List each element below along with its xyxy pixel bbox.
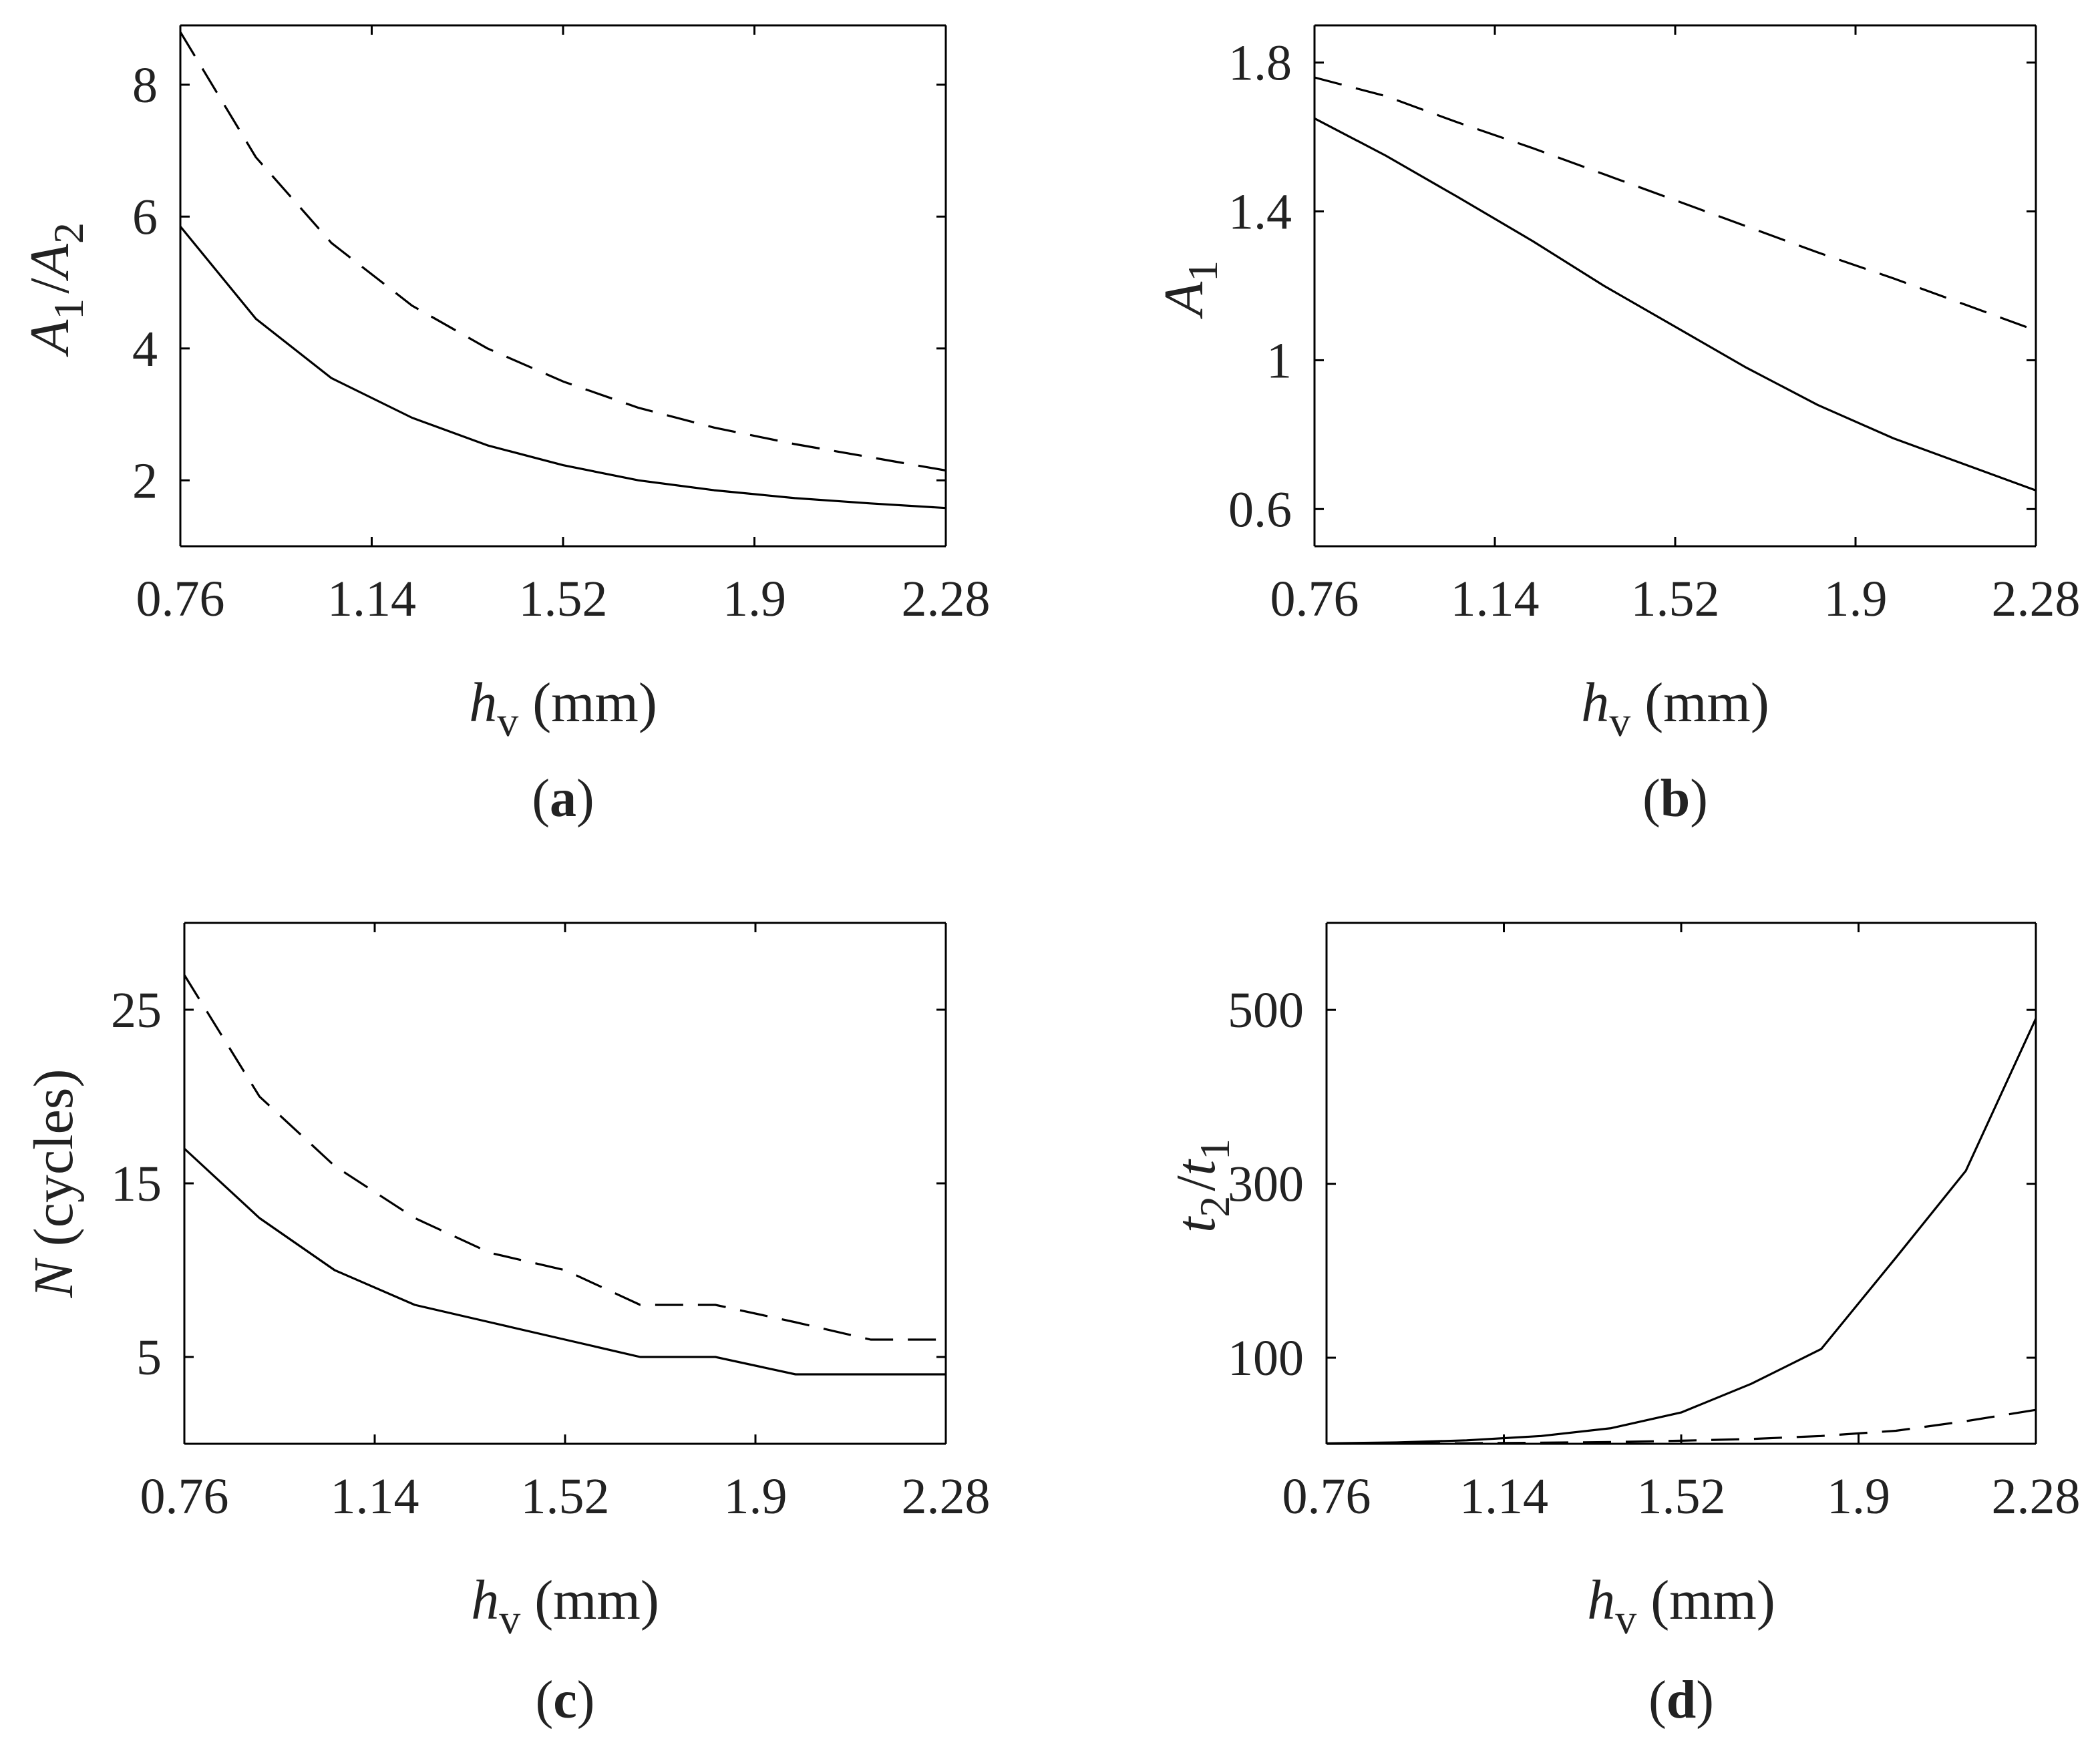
x-tick-label: 1.9	[723, 571, 786, 627]
y-tick-label: 2	[132, 453, 158, 509]
x-tick-label: 1.9	[1824, 571, 1888, 627]
y-tick-label: 5	[136, 1330, 162, 1386]
y-tick-label: 1.4	[1228, 184, 1292, 240]
panel-label: (a)	[532, 769, 594, 828]
panel-c: 0.76 1.14 1.52 1.9 2.28 5 15 25 hv (mm) N (cycles…	[23, 922, 991, 1730]
x-tick-label: 1.9	[724, 1468, 787, 1525]
panel-a: 0.76 1.14 1.52 1.9 2.28 2 4 6 8 hv (mm) A1 /A2 (a)	[19, 24, 991, 828]
x-tick-label: 1.52	[1637, 1468, 1726, 1525]
y-tick-label: 8	[132, 57, 158, 114]
y-tick-label: 4	[132, 321, 158, 377]
x-tick-label: 0.76	[1270, 571, 1359, 627]
y-tick-label: 100	[1228, 1330, 1304, 1386]
x-tick-label: 1.9	[1827, 1468, 1890, 1525]
panel-b: 0.76 1.14 1.52 1.9 2.28 0.6 1 1.4 1.8 hv (mm) A1 (…	[1153, 24, 2081, 828]
series-line-dashed	[179, 31, 946, 472]
x-axis-label: hv (mm)	[471, 1569, 659, 1643]
x-tick-label: 1.52	[1631, 571, 1720, 627]
x-tick-label: 0.76	[136, 571, 225, 627]
y-axis-label: A1	[1153, 256, 1226, 319]
panel-label: (d)	[1648, 1671, 1714, 1730]
panel-label: (c)	[536, 1671, 595, 1730]
y-tick-label: 1	[1266, 333, 1292, 389]
y-axis-label: t2 /t1	[1165, 1134, 1238, 1233]
x-tick-label: 1.14	[331, 1468, 419, 1525]
x-tick-label: 2.28	[902, 571, 991, 627]
y-tick-label: 300	[1228, 1157, 1304, 1213]
x-tick-label: 2.28	[1992, 571, 2081, 627]
y-tick-label: 0.6	[1228, 481, 1292, 538]
y-tick-label: 6	[132, 189, 158, 245]
series-line-dashed	[1326, 1408, 2037, 1445]
x-tick-label: 0.76	[140, 1468, 229, 1525]
y-tick-label: 15	[111, 1156, 162, 1212]
x-tick-label: 1.14	[1451, 571, 1540, 627]
series-line-solid	[1326, 1018, 2037, 1444]
y-tick-label: 500	[1228, 982, 1304, 1038]
x-tick-label: 1.14	[327, 571, 416, 627]
x-axis-label: hv (mm)	[1581, 672, 1769, 745]
x-tick-label: 0.76	[1282, 1468, 1371, 1525]
series-line-solid	[183, 1147, 946, 1376]
y-tick-label: 1.8	[1228, 35, 1292, 91]
panel-label: (b)	[1642, 769, 1708, 828]
x-axis-label: hv (mm)	[1587, 1569, 1775, 1643]
x-tick-label: 1.52	[519, 571, 608, 627]
x-tick-label: 1.52	[521, 1468, 610, 1525]
series-line-solid	[1314, 117, 2037, 492]
y-axis-label: A1 /A2	[19, 218, 92, 357]
x-axis-label: hv (mm)	[469, 672, 657, 745]
y-tick-label: 25	[111, 982, 162, 1038]
x-tick-label: 1.14	[1459, 1468, 1548, 1525]
x-tick-label: 2.28	[1992, 1468, 2081, 1525]
panel-d: 0.76 1.14 1.52 1.9 2.28 100 300 500 hv (mm) t2 /t…	[1165, 922, 2081, 1730]
series-line-solid	[179, 226, 946, 510]
y-axis-label: N (cycles)	[23, 1069, 85, 1299]
x-tick-label: 2.28	[902, 1468, 991, 1525]
